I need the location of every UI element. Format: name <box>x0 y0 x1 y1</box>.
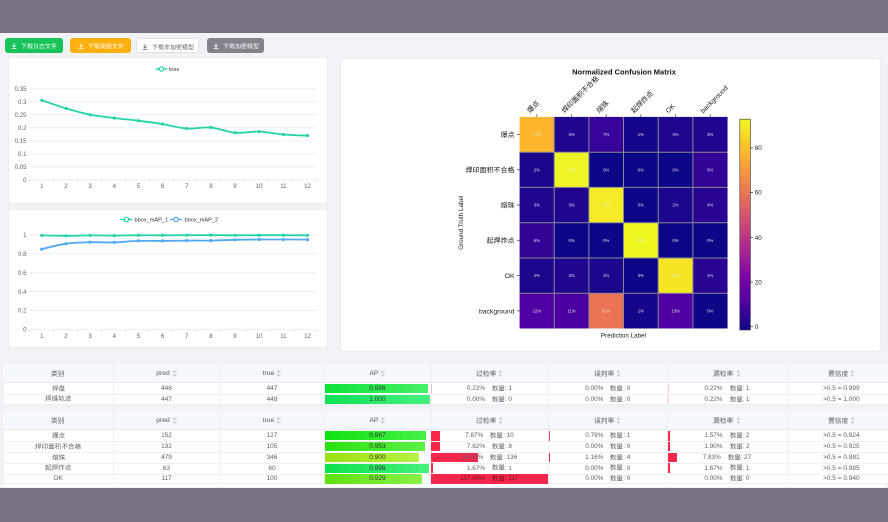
svg-text:0%: 0% <box>638 273 644 278</box>
svg-text:bbox_mAP_1: bbox_mAP_1 <box>135 218 169 224</box>
svg-text:0: 0 <box>23 327 27 334</box>
svg-text:9: 9 <box>233 333 237 340</box>
svg-text:Prediction Label: Prediction Label <box>601 333 646 340</box>
svg-text:5: 5 <box>137 333 141 340</box>
svg-text:1%: 1% <box>638 132 644 137</box>
svg-text:2: 2 <box>64 333 68 340</box>
svg-text:90%: 90% <box>602 203 611 208</box>
svg-text:loss: loss <box>169 67 179 73</box>
svg-text:0.2: 0.2 <box>18 308 27 315</box>
svg-text:2%: 2% <box>534 167 540 172</box>
svg-text:11: 11 <box>280 333 287 340</box>
svg-text:0.4: 0.4 <box>18 289 27 296</box>
svg-text:5: 5 <box>137 183 141 190</box>
svg-text:7%: 7% <box>603 132 609 137</box>
svg-text:0.25: 0.25 <box>15 112 27 119</box>
svg-text:0%: 0% <box>638 167 644 172</box>
svg-text:3%: 3% <box>568 132 574 137</box>
svg-text:0.6: 0.6 <box>18 270 27 277</box>
svg-text:1%: 1% <box>638 309 644 314</box>
svg-text:80: 80 <box>755 145 763 152</box>
svg-text:0.15: 0.15 <box>15 138 27 145</box>
svg-text:7: 7 <box>185 183 189 190</box>
svg-text:0%: 0% <box>672 238 678 243</box>
svg-text:2%: 2% <box>603 273 609 278</box>
svg-text:background: background <box>479 308 515 315</box>
svg-text:89%: 89% <box>671 273 680 278</box>
svg-text:1: 1 <box>23 232 27 239</box>
svg-text:3%: 3% <box>568 273 574 278</box>
svg-text:0.1: 0.1 <box>18 151 27 158</box>
svg-text:11%: 11% <box>567 309 575 314</box>
svg-text:12%: 12% <box>533 309 542 314</box>
svg-text:6: 6 <box>161 333 165 340</box>
svg-text:3%: 3% <box>707 132 713 137</box>
svg-text:92%: 92% <box>567 167 576 172</box>
svg-text:78%: 78% <box>533 132 542 137</box>
svg-text:0.8: 0.8 <box>18 251 27 258</box>
svg-text:bbox_mAP_2: bbox_mAP_2 <box>185 218 219 224</box>
svg-text:20: 20 <box>755 279 763 286</box>
svg-text:1: 1 <box>40 333 44 340</box>
svg-text:10: 10 <box>256 333 263 340</box>
svg-text:6%: 6% <box>534 238 540 243</box>
svg-text:2%: 2% <box>672 203 678 208</box>
svg-text:6: 6 <box>161 183 165 190</box>
svg-text:6%: 6% <box>707 167 713 172</box>
svg-text:Normalized Confusion Matrix: Normalized Confusion Matrix <box>572 68 677 77</box>
svg-text:10: 10 <box>256 183 263 190</box>
svg-text:1: 1 <box>40 183 44 190</box>
svg-text:61%: 61% <box>602 309 611 314</box>
svg-text:12: 12 <box>304 333 311 340</box>
svg-text:OK: OK <box>665 103 677 115</box>
svg-text:9: 9 <box>233 183 237 190</box>
svg-text:OK: OK <box>505 273 515 280</box>
svg-text:40: 40 <box>755 235 763 242</box>
svg-text:2%: 2% <box>534 273 540 278</box>
svg-text:3%: 3% <box>568 203 574 208</box>
svg-text:60: 60 <box>755 190 763 197</box>
svg-text:4: 4 <box>113 333 117 340</box>
svg-text:4%: 4% <box>707 273 713 278</box>
svg-text:13%: 13% <box>671 309 680 314</box>
svg-text:2: 2 <box>64 183 68 190</box>
svg-text:0%: 0% <box>603 167 609 172</box>
svg-text:93%: 93% <box>637 238 646 243</box>
svg-text:11: 11 <box>280 183 287 190</box>
svg-text:0: 0 <box>755 324 759 331</box>
svg-text:0%: 0% <box>638 203 644 208</box>
svg-text:0.3: 0.3 <box>18 99 27 106</box>
svg-text:7: 7 <box>185 333 189 340</box>
svg-text:3: 3 <box>88 333 92 340</box>
svg-text:12: 12 <box>304 183 311 190</box>
svg-text:0%: 0% <box>707 309 713 314</box>
svg-text:3: 3 <box>88 183 92 190</box>
svg-text:8: 8 <box>209 183 213 190</box>
svg-text:0%: 0% <box>568 238 574 243</box>
svg-text:background: background <box>700 85 730 115</box>
svg-text:0: 0 <box>23 177 27 184</box>
svg-text:0%: 0% <box>707 238 713 243</box>
svg-text:0.35: 0.35 <box>15 86 27 93</box>
svg-text:3%: 3% <box>672 132 678 137</box>
svg-text:8: 8 <box>209 333 213 340</box>
svg-text:0%: 0% <box>672 167 678 172</box>
svg-text:4%: 4% <box>707 203 713 208</box>
svg-text:3%: 3% <box>534 203 540 208</box>
svg-text:0%: 0% <box>603 238 609 243</box>
svg-text:0.05: 0.05 <box>15 164 27 171</box>
svg-text:Ground Truth Label: Ground Truth Label <box>458 196 465 250</box>
svg-text:4: 4 <box>113 183 117 190</box>
svg-text:0.2: 0.2 <box>18 125 27 132</box>
